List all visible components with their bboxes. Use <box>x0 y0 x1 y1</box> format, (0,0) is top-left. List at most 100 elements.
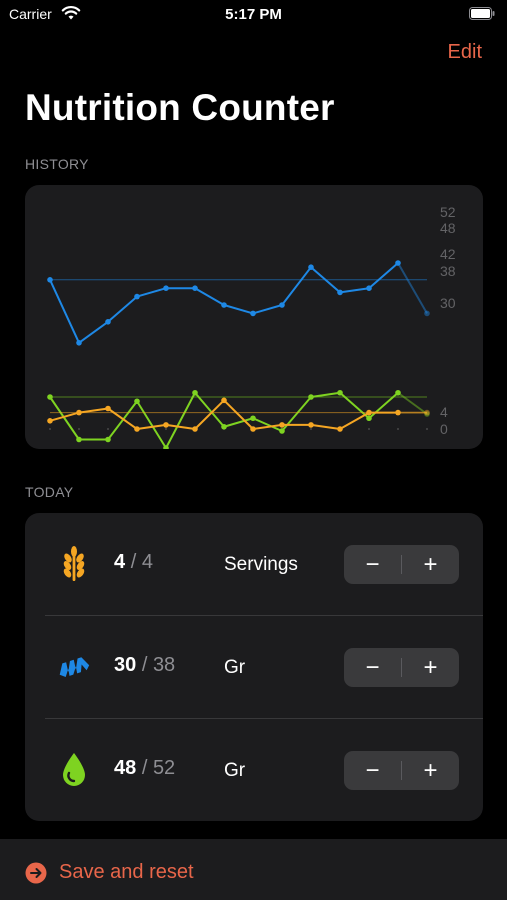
data-point <box>47 394 53 400</box>
baseline-dot <box>165 428 167 430</box>
data-point <box>395 260 401 266</box>
wheat-icon <box>63 546 85 581</box>
baseline-dot <box>49 428 51 430</box>
data-point <box>395 389 401 396</box>
baseline-dot <box>78 428 80 430</box>
serving-count: 4 / 4 <box>114 551 153 574</box>
data-point <box>134 426 140 432</box>
arrow-right-circle-icon <box>25 862 47 883</box>
data-point <box>366 409 372 416</box>
data-point <box>337 426 343 432</box>
drop-icon <box>63 753 85 786</box>
count-separator: / <box>141 757 148 779</box>
baseline-dot <box>397 428 399 430</box>
data-point <box>250 310 256 317</box>
goal-value: 52 <box>152 757 176 779</box>
axis-value-label: 30 <box>440 295 456 311</box>
axis-value-label: 4 <box>440 404 448 420</box>
data-point <box>105 319 111 325</box>
increment-button[interactable]: + <box>423 653 438 681</box>
data-point <box>134 398 140 405</box>
nutrient-row-fat: 48 / 52 Gr − + <box>25 719 483 821</box>
history-section-label: HISTORY <box>25 156 89 172</box>
save-and-reset-label: Save and reset <box>59 861 194 883</box>
data-point <box>366 415 372 422</box>
row-divider <box>45 718 483 719</box>
data-point <box>221 397 227 404</box>
quantity-stepper: − + <box>344 751 459 790</box>
data-point <box>337 389 343 396</box>
baseline-dot <box>368 428 370 430</box>
status-bar: Carrier 5:17 PM <box>0 0 507 30</box>
data-point <box>192 426 198 432</box>
data-point <box>76 340 82 346</box>
axis-value-label: 52 <box>440 204 456 220</box>
stepper-divider <box>401 555 402 574</box>
data-point <box>366 285 372 291</box>
data-point <box>337 289 343 296</box>
data-point <box>105 436 111 443</box>
wifi-icon <box>61 6 81 20</box>
baseline-dot <box>310 428 312 430</box>
stepper-divider <box>401 761 402 780</box>
row-divider <box>45 615 483 616</box>
data-point <box>47 277 53 283</box>
data-point <box>279 422 285 428</box>
series-line-current <box>397 391 428 415</box>
decrement-button[interactable]: − <box>365 756 380 784</box>
decrement-button[interactable]: − <box>365 653 380 681</box>
goal-value: 4 <box>141 551 153 573</box>
edit-button[interactable]: Edit <box>447 41 482 63</box>
unit-label: Gr <box>224 760 246 781</box>
count-separator: / <box>130 551 137 573</box>
nutrient-row-grains: 4 / 4 Servings − + <box>25 513 483 615</box>
data-point <box>395 409 401 416</box>
data-point <box>308 264 314 270</box>
data-point <box>250 426 256 432</box>
clock: 5:17 PM <box>225 6 282 23</box>
current-value: 48 <box>114 757 137 779</box>
data-point <box>105 405 111 412</box>
axis-value-label: 42 <box>440 246 456 262</box>
data-point <box>134 293 140 300</box>
data-point <box>424 310 430 317</box>
data-point <box>192 389 198 396</box>
data-point <box>308 422 314 428</box>
data-point <box>221 423 227 430</box>
quantity-stepper: − + <box>344 648 459 687</box>
data-point <box>308 394 314 400</box>
quantity-stepper: − + <box>344 545 459 584</box>
increment-button[interactable]: + <box>423 756 438 784</box>
data-point <box>163 285 169 291</box>
data-point <box>76 409 82 416</box>
data-point <box>76 436 82 443</box>
baseline-dot <box>107 428 109 430</box>
data-point <box>279 428 285 434</box>
axis-value-label: 0 <box>440 421 448 437</box>
unit-label: Servings <box>224 554 298 575</box>
today-section-label: TODAY <box>25 484 74 500</box>
serving-count: 48 / 52 <box>114 757 175 780</box>
decrement-button[interactable]: − <box>365 550 380 578</box>
bottom-toolbar: Save and reset <box>0 839 507 900</box>
today-card: 4 / 4 Servings − + 30 / 38 Gr − + <box>25 513 483 821</box>
unit-label: Gr <box>224 657 246 678</box>
battery-icon <box>469 7 495 20</box>
current-value: 4 <box>114 551 126 573</box>
data-point <box>192 285 198 291</box>
nutrient-row-protein: 30 / 38 Gr − + <box>25 616 483 718</box>
series-line-current <box>397 262 428 314</box>
current-value: 30 <box>114 654 137 676</box>
baseline-dot <box>426 428 428 430</box>
data-point <box>163 422 169 428</box>
page-title: Nutrition Counter <box>25 87 335 128</box>
data-point <box>279 302 285 308</box>
data-point <box>424 409 430 416</box>
stepper-divider <box>401 658 402 677</box>
increment-button[interactable]: + <box>423 550 438 578</box>
serving-count: 30 / 38 <box>114 654 175 677</box>
data-point <box>163 445 169 449</box>
axis-value-label: 48 <box>440 220 456 236</box>
save-and-reset-button[interactable]: Save and reset <box>25 861 194 884</box>
